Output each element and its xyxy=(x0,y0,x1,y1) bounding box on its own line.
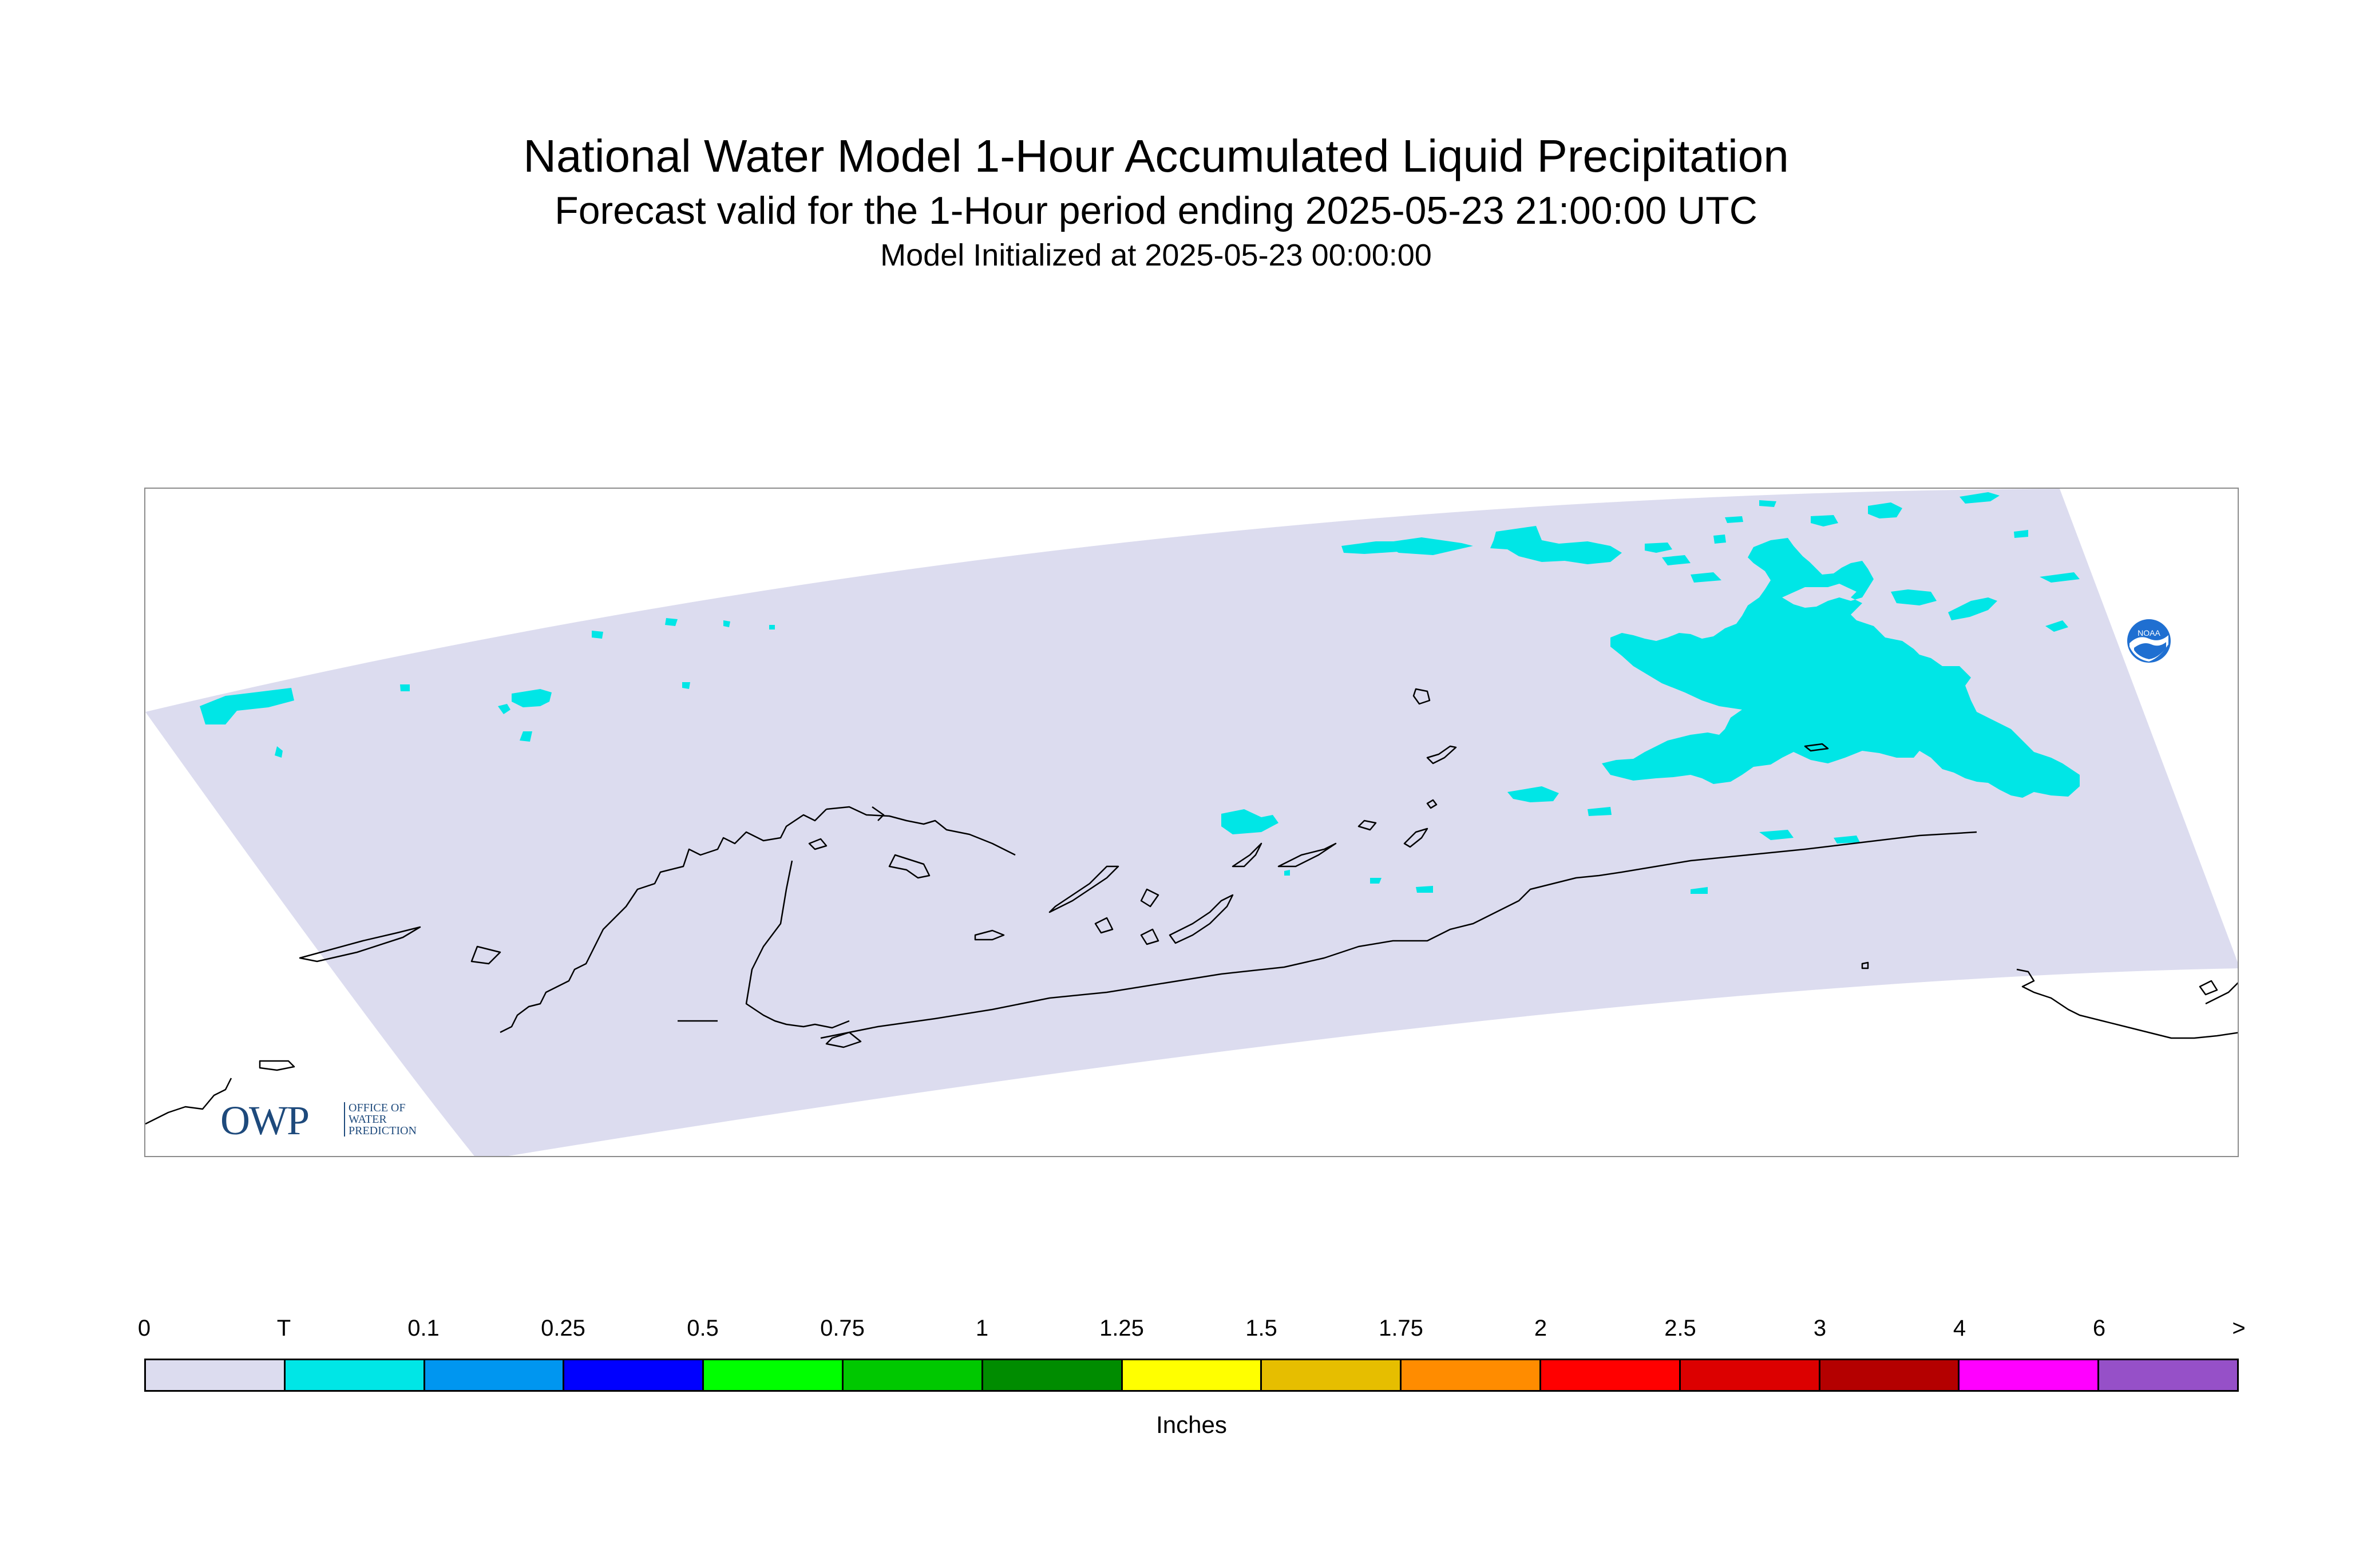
legend-tick-label: 1.75 xyxy=(1379,1316,1423,1341)
owp-letters: OWP xyxy=(220,1098,310,1143)
legend-units-label: Inches xyxy=(1156,1411,1227,1438)
legend-tick-label: 0 xyxy=(137,1316,151,1341)
legend-tick-label: 2 xyxy=(1534,1316,1547,1341)
legend-swatch-10 xyxy=(1541,1360,1681,1390)
color-legend: 0 T 0.1 0.25 0.5 0.75 1 1.25 1.5 1.75 2 2.5 3 4 6 > Inc… xyxy=(138,1315,2246,1452)
map-subtitle: Forecast valid for the 1-Hour period end… xyxy=(555,189,1758,232)
legend-tick-label: 0.75 xyxy=(820,1316,865,1341)
legend-tick-label: 4 xyxy=(1953,1316,1966,1341)
owp-line-3: PREDICTION xyxy=(349,1124,417,1137)
coastlines xyxy=(145,688,2238,1125)
legend-swatch-12 xyxy=(1820,1360,1960,1390)
legend-tick-label: 0.25 xyxy=(541,1316,585,1341)
map-canvas xyxy=(145,489,2238,1156)
legend-tick-label: 0.5 xyxy=(687,1316,719,1341)
legend-swatch-3 xyxy=(564,1360,704,1390)
model-init-line: Model Initialized at 2025-05-23 00:00:00 xyxy=(880,238,1432,272)
noaa-seal-text: NOAA xyxy=(2138,628,2160,638)
legend-tick-label: 6 xyxy=(2092,1316,2106,1341)
legend-swatch-13 xyxy=(1960,1360,2100,1390)
map-title: National Water Model 1-Hour Accumulated … xyxy=(523,130,1789,181)
legend-swatch-14 xyxy=(2099,1360,2237,1390)
legend-swatch-8 xyxy=(1262,1360,1402,1390)
legend-swatch-9 xyxy=(1402,1360,1541,1390)
legend-swatch-11 xyxy=(1680,1360,1820,1390)
precipitation-areas xyxy=(200,492,2080,894)
legend-tick-label: 3 xyxy=(1813,1316,1827,1341)
legend-swatch-7 xyxy=(1122,1360,1262,1390)
noaa-logo: NOAA xyxy=(2126,618,2172,664)
legend-tick-label: 1.5 xyxy=(1245,1316,1277,1341)
legend-tick-label: 0.1 xyxy=(407,1316,440,1341)
legend-swatch-1 xyxy=(285,1360,425,1390)
noaa-seal-icon: NOAA xyxy=(2127,619,2171,663)
model-domain-area xyxy=(145,489,2238,1156)
legend-tick-label: 1 xyxy=(975,1316,989,1341)
owp-subtitle: OFFICE OF WATER PREDICTION xyxy=(344,1102,417,1137)
owp-line-1: OFFICE OF xyxy=(349,1102,406,1114)
legend-swatch-6 xyxy=(983,1360,1123,1390)
legend-tick-label: T xyxy=(276,1316,291,1341)
owp-logo: OWP OFFICE OF WATER PREDICTION xyxy=(220,1100,426,1146)
legend-tick-label: > xyxy=(2232,1316,2246,1341)
owp-line-2: WATER xyxy=(349,1113,387,1126)
title-block: National Water Model 1-Hour Accumulated … xyxy=(0,0,2375,298)
map-panel xyxy=(144,488,2239,1157)
legend-swatch-4 xyxy=(704,1360,844,1390)
legend-swatch-0 xyxy=(146,1360,286,1390)
legend-tick-label: 2.5 xyxy=(1664,1316,1696,1341)
legend-color-bar xyxy=(144,1359,2239,1392)
legend-swatch-5 xyxy=(843,1360,983,1390)
legend-swatch-2 xyxy=(425,1360,565,1390)
legend-tick-label: 1.25 xyxy=(1099,1316,1144,1341)
